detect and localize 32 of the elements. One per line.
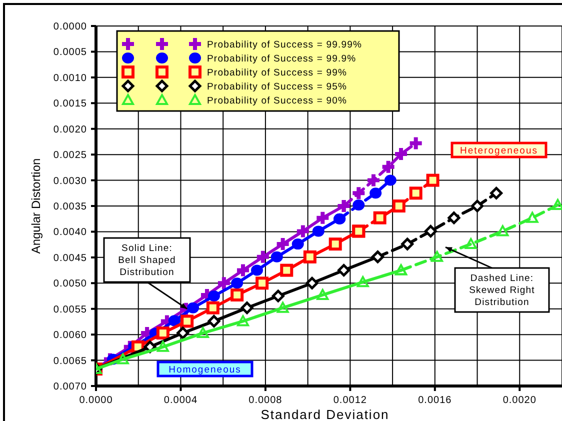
y-tick-label: 0.0055 xyxy=(53,304,87,316)
y-tick-label: 0.0035 xyxy=(53,202,87,212)
annotation: Heterogeneous xyxy=(460,145,538,156)
x-tick-label: 0.0000 xyxy=(79,395,113,406)
y-axis-title: Angular Distortion xyxy=(29,158,43,254)
y-tick-label: 0.0050 xyxy=(53,278,87,290)
y-tick-label: 0.0030 xyxy=(53,176,87,187)
y-tick-label: 0.0040 xyxy=(53,227,87,238)
legend-label: Probability of Success = 99.99% xyxy=(207,39,362,50)
legend-label: Probability of Success = 99% xyxy=(207,67,348,78)
y-tick-label: 0.0020 xyxy=(53,124,87,136)
y-tick-label: 0.0000 xyxy=(53,22,87,32)
x-tick-label: 0.0004 xyxy=(164,395,198,406)
y-tick-label: 0.0010 xyxy=(53,72,87,84)
x-tick-label: 0.0008 xyxy=(248,395,282,406)
annotation: Solid Line: Bell Shaped Distribution xyxy=(118,243,176,278)
y-tick-label: 0.0025 xyxy=(53,150,87,162)
x-axis-title: Standard Deviation xyxy=(260,407,390,421)
x-tick-label: 0.0012 xyxy=(333,395,367,406)
y-tick-label: 0.0065 xyxy=(53,356,87,367)
y-tick-label: 0.0005 xyxy=(53,47,87,58)
y-tick-label: 0.0060 xyxy=(53,330,87,342)
y-tick-label: 0.0070 xyxy=(53,382,87,392)
y-tick-label: 0.0015 xyxy=(53,98,87,110)
x-tick-label: 0.0020 xyxy=(502,395,536,406)
annotation: Dashed Line: Skewed Right Distribution xyxy=(469,273,535,308)
legend-label: Probability of Success = 99.9% xyxy=(207,53,356,64)
y-tick-label: 0.0045 xyxy=(53,252,87,264)
annotation: Homogeneous xyxy=(168,364,242,376)
legend-label: Probability of Success = 90% xyxy=(207,95,348,106)
legend-label: Probability of Success = 95% xyxy=(207,81,348,92)
x-tick-label: 0.0016 xyxy=(418,395,452,406)
